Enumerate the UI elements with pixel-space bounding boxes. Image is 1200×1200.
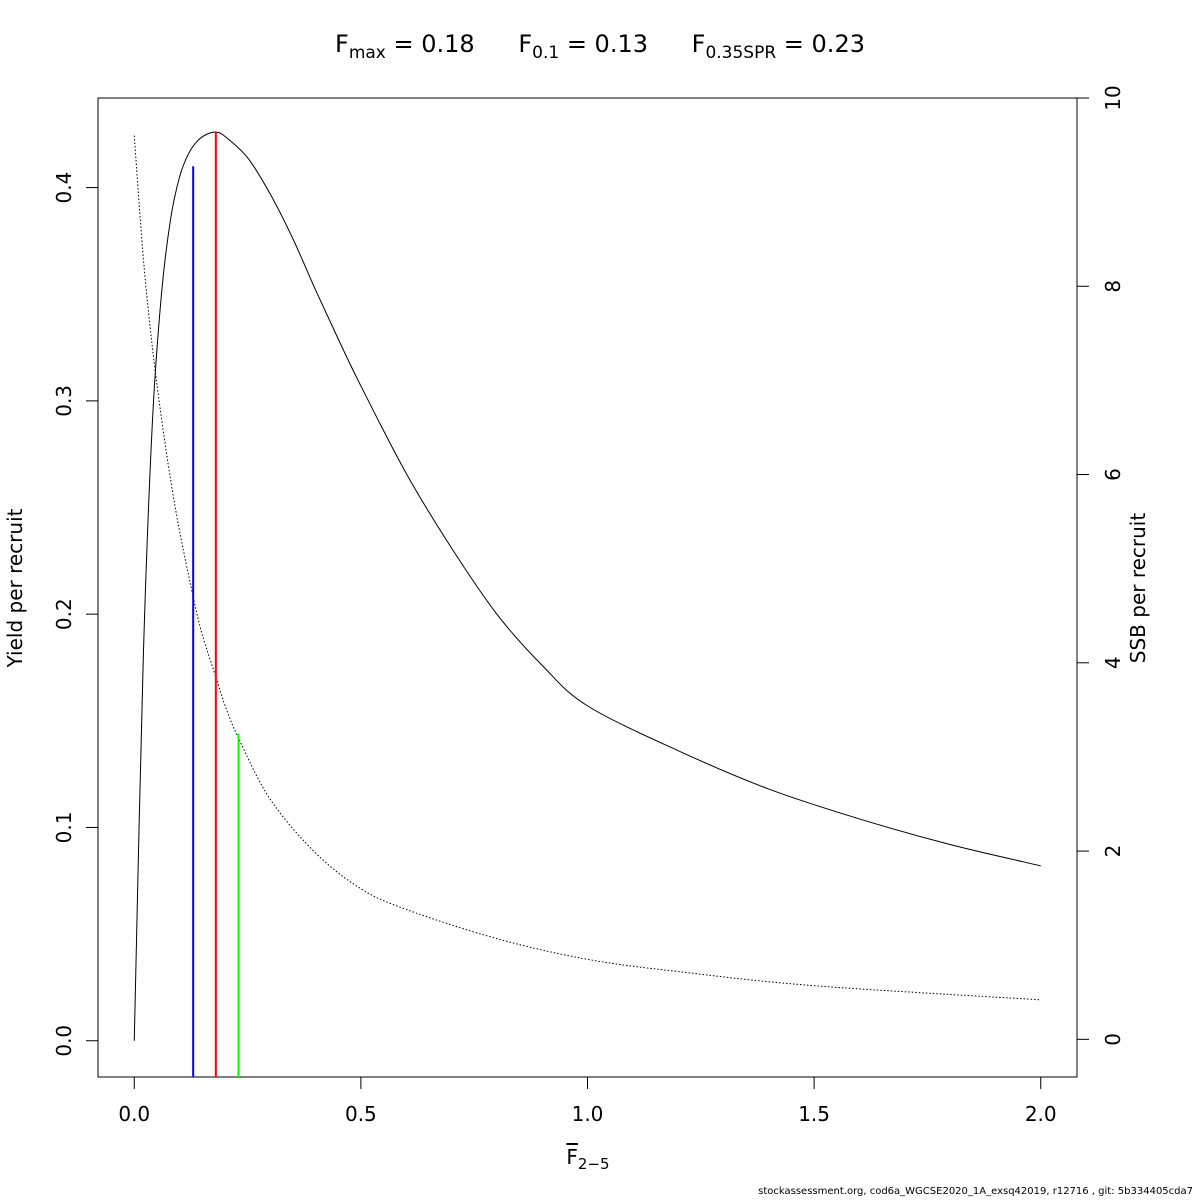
y2-tick-label: 6 [1101, 468, 1125, 481]
y-tick-label: 0.3 [52, 385, 76, 417]
title-f035spr: F0.35SPR = 0.23 [691, 30, 865, 63]
y2-tick-label: 0 [1101, 1033, 1125, 1046]
x-tick-label: 0.5 [345, 1102, 377, 1126]
plot-frame [97, 97, 1078, 1078]
x-axis: 0.0 0.5 1.0 1.5 2.0 [118, 1077, 1057, 1126]
y2-tick-label: 2 [1101, 845, 1125, 858]
y2-tick-label: 4 [1101, 656, 1125, 669]
y-tick-label: 0.0 [52, 1025, 76, 1057]
y2-tick-label: 8 [1101, 280, 1125, 293]
y-tick-label: 0.1 [52, 812, 76, 844]
reference-lines [192, 132, 240, 1077]
x-tick-label: 2.0 [1025, 1102, 1057, 1126]
chart-title: Fmax = 0.18 F0.1 = 0.13 F0.35SPR = 0.23 [0, 30, 1200, 63]
x-tick-label: 0.0 [118, 1102, 150, 1126]
title-fmax: Fmax = 0.18 [335, 30, 475, 63]
y2-axis-label: SSB per recruit [1126, 513, 1150, 664]
y2-tick-label: 10 [1101, 85, 1125, 110]
ssb-per-recruit-curve [133, 135, 1041, 1001]
y-tick-label: 0.2 [52, 598, 76, 630]
x-tick-label: 1.0 [572, 1102, 604, 1126]
series-group [133, 131, 1041, 1041]
y-axis-label: Yield per recruit [3, 508, 27, 668]
y2-axis: 0 2 4 6 8 10 [1077, 85, 1125, 1046]
x-tick-label: 1.5 [798, 1102, 830, 1126]
y-tick-label: 0.4 [52, 172, 76, 204]
title-f01: F0.1 = 0.13 [518, 30, 648, 63]
footer-credit: stockassessment.org, cod6a_WGCSE2020_1A_… [758, 1186, 1193, 1197]
x-axis-label: F2−5 [566, 1145, 610, 1173]
y-axis: 0.0 0.1 0.2 0.3 0.4 [52, 172, 98, 1057]
yield-per-recruit-curve [133, 131, 1041, 1041]
